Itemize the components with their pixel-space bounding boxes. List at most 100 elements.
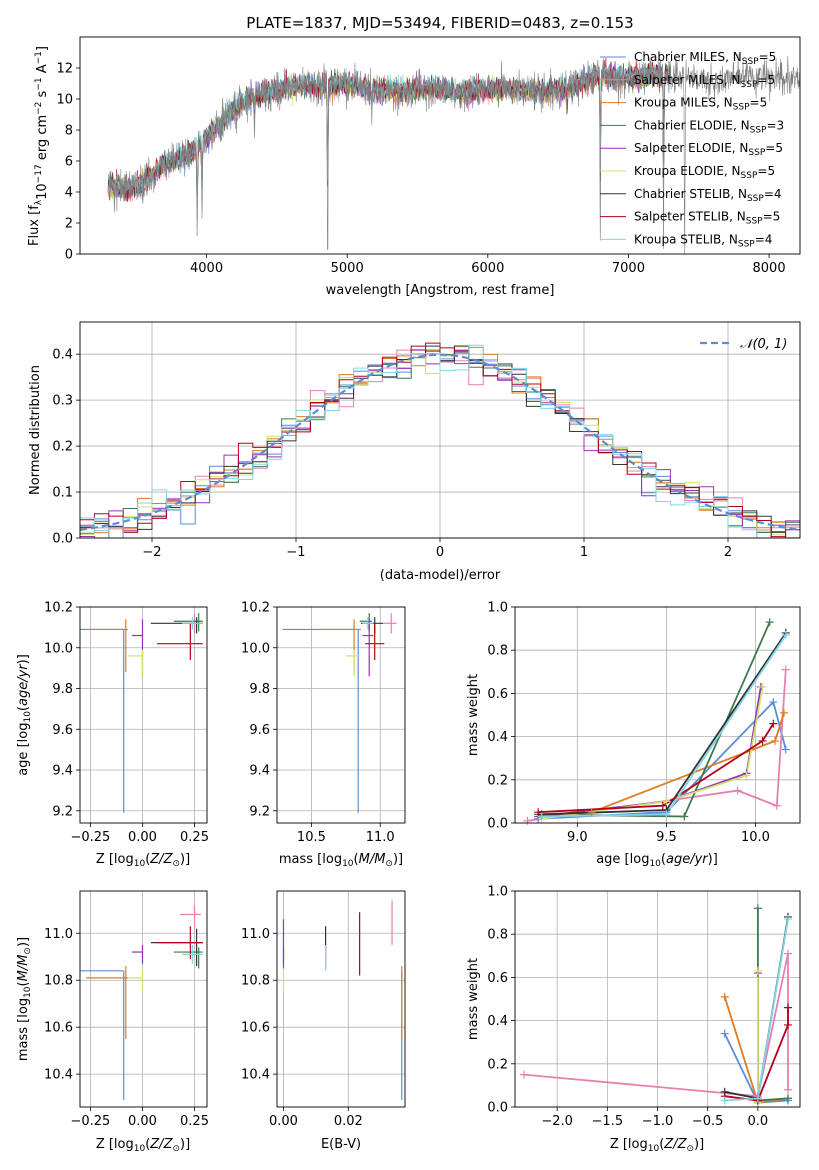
tick-label-y: 0.6: [487, 971, 508, 986]
tick-label-y: 0.4: [487, 730, 508, 745]
tick-label-y: 10.6: [44, 1021, 73, 1036]
tick-label-y: 10.6: [241, 1021, 270, 1036]
tick-label-x: 0.0: [748, 1114, 769, 1129]
tick-label-x: 8000: [753, 261, 786, 276]
plot-area: [80, 613, 203, 813]
x-axis-label: age [log10(age/yr)]: [596, 852, 718, 869]
age-vs-metallicity-panel: −0.25 0.00 0.25 9.2 9.4 9.6 9.8 10.0 10.2 Z [log1…: [16, 601, 209, 870]
y-axis-label: mass weight: [466, 674, 481, 756]
tick-label-y: 10.4: [241, 1068, 270, 1083]
weight-line-chabrier_stelib: [541, 632, 787, 816]
tick-label-y: 10.0: [44, 641, 73, 656]
weight-line-chabrier_stelib: [724, 916, 789, 1100]
tick-label-y: 0.0: [52, 532, 73, 547]
plot-area: [523, 908, 789, 1104]
weight-line-salpeter_stelib: [538, 723, 775, 814]
tick-label-y: 8: [65, 124, 73, 139]
weight-marker-salpeter_miles: [783, 1085, 792, 1094]
tick-label-x: −1: [286, 545, 305, 560]
tick-label-x: −1.5: [592, 1114, 624, 1129]
tick-label-y: 0.0: [487, 817, 508, 832]
weight-line-kroupa_elodie: [541, 686, 764, 820]
plot-area: [282, 900, 403, 1100]
tick-label-y: 10.2: [241, 601, 270, 616]
weight-vs-age-panel: 9.0 9.5 10.0 0.0 0.2 0.4 0.6 0.8 1.0 age [log10(a…: [466, 601, 801, 869]
tick-label-x: 6000: [471, 261, 504, 276]
axes-frame: [79, 321, 801, 539]
tick-label-y: 11.0: [241, 927, 270, 942]
tick-label-y: 1.0: [487, 885, 508, 900]
x-axis-label: Z [log10(Z/Z⊙)]: [96, 1137, 190, 1154]
tick-label-y: 0.6: [487, 687, 508, 702]
weight-line-salpeter_elodie: [538, 686, 762, 818]
x-axis-label: mass [log10(M/M⊙)]: [279, 852, 403, 869]
tick-label-y: 10.4: [44, 1068, 73, 1083]
x-axis-label: E(B-V): [321, 1137, 361, 1152]
tick-label-y: 1.0: [487, 601, 508, 616]
tick-label-y: 0.1: [52, 486, 73, 501]
weight-marker-chabrier_elodie: [753, 904, 762, 913]
axes-frame: [79, 606, 208, 824]
weight-marker-kroupa_elodie: [662, 797, 671, 806]
weight-marker-chabrier_elodie: [765, 618, 774, 627]
tick-label-x: 4000: [190, 261, 223, 276]
mass-vs-metallicity-panel: −0.25 0.00 0.25 10.4 10.6 10.8 11.0 Z [log10(Z/…: [16, 890, 209, 1154]
legend-label-kroupa_stelib: Kroupa STELIB, NSSP=4: [634, 232, 772, 249]
axes-frame: [79, 36, 801, 255]
legend-normal-label: 𝒩(0, 1): [740, 337, 787, 352]
tick-label-x: 10.5: [297, 830, 326, 845]
tick-label-y: 0.2: [487, 1057, 508, 1072]
figure-title: PLATE=1837, MJD=53494, FIBERID=0483, z=0…: [246, 14, 633, 32]
axes-frame: [514, 606, 801, 824]
weight-marker-kroupa_stelib: [781, 631, 790, 640]
legend-label-chabrier_elodie: Chabrier ELODIE, NSSP=3: [634, 118, 784, 135]
weight-marker-chabrier_elodie: [783, 1094, 792, 1103]
tick-label-y: 2: [65, 217, 73, 232]
plot-area: [282, 613, 397, 813]
tick-label-x: −0.5: [692, 1114, 724, 1129]
tick-label-x: −2: [142, 545, 161, 560]
age-vs-mass-panel: 10.5 11.0 9.2 9.4 9.6 9.8 10.0 10.2 mass [log10(…: [241, 601, 406, 869]
residual-histogram-salpeter_stelib: [80, 342, 800, 538]
weight-marker-chabrier_miles: [781, 745, 790, 754]
tick-label-y: 9.2: [52, 804, 73, 819]
tick-label-y: 11.0: [44, 927, 73, 942]
weight-marker-salpeter_miles: [733, 786, 742, 795]
x-axis-label: Z [log10(Z/Z⊙)]: [610, 1137, 704, 1154]
tick-label-y: 12: [56, 62, 73, 77]
weight-marker-kroupa_elodie: [742, 771, 751, 780]
axes-frame: [514, 890, 801, 1108]
legend-label-chabrier_stelib: Chabrier STELIB, NSSP=4: [634, 187, 782, 204]
plot-area: [527, 621, 787, 822]
tick-label-x: 5000: [331, 261, 364, 276]
weight-marker-salpeter_stelib: [534, 808, 543, 817]
weight-marker-salpeter_miles: [520, 1070, 529, 1079]
normal-curve: [80, 353, 800, 531]
legend-label-kroupa_elodie: Kroupa ELODIE, NSSP=5: [634, 164, 775, 181]
residual-panel: −2 −1 0 1 2 0.0 0.1 0.2 0.3 0.4 (data-model)/error…: [28, 321, 801, 583]
weight-marker-kroupa_miles: [779, 708, 788, 717]
weight-line-kroupa_stelib: [724, 918, 789, 1102]
y-axis-label: Normed distribution: [28, 365, 43, 495]
weight-marker-salpeter_stelib: [658, 801, 667, 810]
legend-label-salpeter_stelib: Salpeter STELIB, NSSP=5: [634, 210, 780, 227]
legend-label-kroupa_miles: Kroupa MILES, NSSP=5: [634, 96, 767, 113]
tick-label-y: 0.4: [52, 348, 73, 363]
weight-marker-kroupa_stelib: [662, 810, 671, 819]
y-axis-label: Flux [fλ10−17 erg cm−2 s−1 A−1]: [27, 46, 50, 246]
legend-label-salpeter_elodie: Salpeter ELODIE, NSSP=5: [634, 141, 783, 158]
weight-marker-kroupa_miles: [587, 808, 596, 817]
spectrum-panel: 4000 5000 6000 7000 8000 0 2 4 6 8 10 12 wavelength …: [27, 36, 801, 298]
tick-label-x: 9.0: [567, 830, 588, 845]
weight-marker-kroupa_stelib: [720, 1096, 729, 1105]
y-axis-label: mass [log10(M/M⊙)]: [16, 937, 33, 1061]
weight-line-chabrier_miles: [723, 1033, 789, 1104]
tick-label-y: 9.6: [52, 723, 73, 738]
tick-label-x: −1.0: [642, 1114, 674, 1129]
weight-marker-salpeter_stelib: [783, 1003, 792, 1012]
tick-label-y: 6: [65, 155, 73, 170]
plot-area: [107, 53, 800, 254]
x-axis-label: wavelength [Angstrom, rest frame]: [326, 283, 555, 298]
tick-label-x: 2: [724, 545, 732, 560]
